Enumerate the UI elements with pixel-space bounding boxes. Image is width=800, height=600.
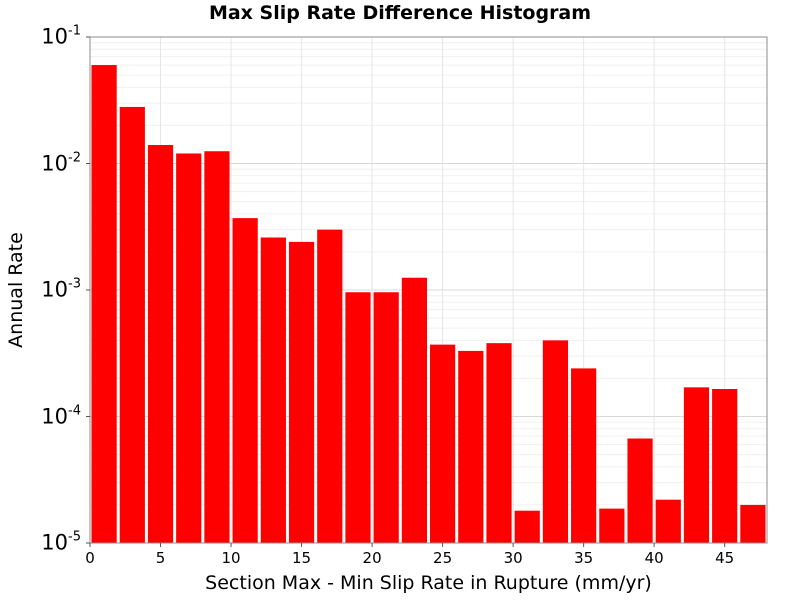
histogram-bar — [288, 241, 315, 544]
histogram-bar — [514, 510, 540, 543]
histogram-bar — [655, 499, 681, 543]
histogram-bar — [683, 387, 710, 543]
histogram-bar — [401, 277, 427, 543]
histogram-bar — [373, 292, 399, 543]
x-tick-label: 15 — [292, 549, 312, 567]
chart-title: Max Slip Rate Difference Histogram — [208, 2, 592, 24]
y-tick-label: 10-2 — [41, 149, 81, 175]
histogram-bar — [458, 350, 484, 543]
y-tick-label: 10-5 — [41, 529, 81, 555]
histogram-bar — [599, 508, 625, 543]
y-tick-label: 10-1 — [41, 23, 81, 49]
histogram-bar — [571, 368, 597, 543]
histogram-bar — [486, 343, 512, 543]
histogram-bar — [204, 151, 230, 543]
x-tick-label: 0 — [85, 549, 95, 567]
histogram-bar — [627, 438, 653, 543]
x-tick-label: 35 — [574, 549, 594, 567]
histogram-bar — [317, 229, 343, 543]
x-tick-label: 25 — [433, 549, 453, 567]
histogram-bar — [176, 153, 202, 543]
histogram-bar — [740, 504, 766, 543]
x-tick-label: 10 — [221, 549, 241, 567]
histogram-bar — [91, 65, 117, 543]
histogram-bar — [430, 344, 456, 543]
y-tick-label: 10-4 — [41, 402, 81, 428]
y-tick-label: 10-3 — [41, 276, 81, 302]
histogram-bar — [119, 106, 145, 543]
histogram-bar — [260, 237, 286, 544]
x-axis-label: Section Max - Min Slip Rate in Rupture (… — [205, 572, 652, 594]
histogram-bar — [147, 145, 174, 543]
histogram-bar — [542, 340, 569, 543]
x-tick-label: 45 — [715, 549, 735, 567]
x-tick-label: 20 — [362, 549, 382, 567]
histogram-bar — [712, 388, 738, 543]
x-tick-label: 30 — [503, 549, 523, 567]
grid-layer — [89, 36, 767, 544]
x-tick-label: 5 — [155, 549, 166, 567]
y-axis-label: Annual Rate — [5, 232, 27, 348]
x-tick-label: 40 — [644, 549, 664, 567]
histogram-bar — [345, 292, 371, 543]
histogram-bar — [232, 218, 258, 543]
axis-layer — [86, 36, 768, 547]
bar-layer — [91, 65, 766, 544]
